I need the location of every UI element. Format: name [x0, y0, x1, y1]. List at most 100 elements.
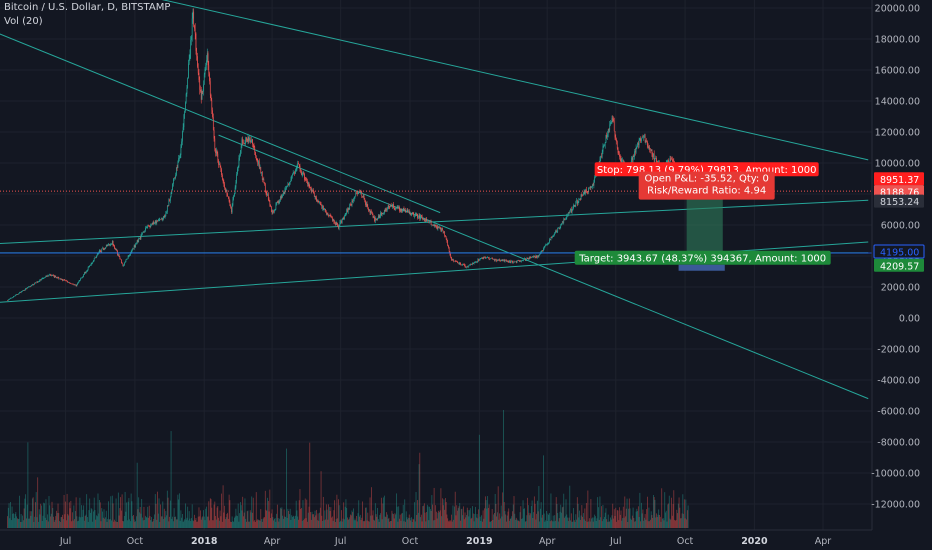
volume-bar: [543, 513, 545, 528]
candle-body: [381, 213, 383, 215]
candle-body: [570, 208, 571, 211]
volume-bar: [25, 494, 27, 528]
volume-bar: [186, 517, 188, 528]
volume-bar: [628, 508, 629, 528]
candle-body: [380, 212, 381, 217]
candle-body: [90, 263, 92, 266]
volume-bar: [405, 511, 407, 528]
volume-bar: [625, 516, 626, 528]
volume-bar: [191, 504, 193, 528]
candle-body: [339, 221, 341, 226]
candle-body: [600, 156, 602, 160]
volume-bar: [537, 511, 539, 528]
candle-body: [512, 261, 514, 263]
candle-body: [173, 177, 175, 180]
price-axis[interactable]: 20000.0018000.0016000.0014000.0012000.00…: [871, 0, 932, 550]
candle-body: [246, 137, 247, 141]
candle-body: [13, 296, 14, 298]
volume-bar: [254, 519, 256, 528]
candle-body: [350, 204, 351, 206]
trendline-4[interactable]: [0, 199, 869, 244]
candle-body: [140, 235, 142, 239]
volume-bar: [493, 514, 495, 528]
volume-bar: [325, 519, 326, 528]
volume-bar: [602, 504, 604, 528]
candle-body: [606, 135, 608, 137]
candle-body: [210, 95, 212, 101]
candle-body: [120, 259, 122, 264]
price-tick-label: 18000.00: [875, 35, 920, 46]
volume-bar: [51, 501, 53, 528]
candle-body: [608, 129, 610, 131]
candle-body: [546, 243, 548, 245]
candle-body: [280, 196, 281, 201]
candle-body: [318, 201, 320, 203]
volume-bar: [281, 507, 283, 528]
volume-bar: [365, 507, 367, 528]
target-zone[interactable]: [686, 191, 723, 253]
candle-body: [57, 277, 59, 278]
volume-bar: [486, 508, 488, 528]
volume-bar: [656, 517, 658, 528]
volume-bar: [257, 519, 259, 528]
candle-body: [573, 204, 575, 206]
volume-bar: [370, 515, 372, 528]
volume-bar: [635, 511, 637, 528]
candle-body: [485, 257, 487, 259]
position-handle[interactable]: [678, 264, 725, 271]
candle-body: [111, 243, 112, 245]
candle-body: [376, 219, 378, 221]
trendline-2[interactable]: [158, 0, 869, 161]
trendline-1[interactable]: [0, 33, 441, 214]
volume-bar: [199, 516, 201, 528]
candle-body: [640, 138, 641, 142]
volume-bar: [438, 510, 440, 528]
candle-body: [62, 279, 63, 281]
candle-body: [444, 231, 446, 236]
volume-bar: [668, 503, 669, 528]
volume-bar: [244, 498, 246, 528]
volume-bar: [600, 517, 602, 528]
volume-bar: [570, 520, 571, 528]
volume-bar: [445, 498, 446, 528]
candle-body: [527, 258, 529, 259]
volume-bar: [390, 521, 391, 528]
volume-bar: [565, 499, 567, 528]
volume-bar: [454, 506, 455, 528]
volume-bar: [225, 517, 227, 528]
time-axis[interactable]: Jul Oct 2018 Apr Jul Oct 2019 Apr Jul Oct 2020 Apr: [0, 529, 872, 547]
volume-bar: [37, 477, 39, 528]
short-position-tool[interactable]: Stop: 798.13 (9.79%) 79813, Amount: 1000…: [0, 162, 872, 271]
candle-body: [203, 84, 204, 92]
candle-body: [68, 282, 70, 283]
volume-bar: [71, 512, 73, 528]
pnl-box: [638, 171, 775, 200]
volume-bar: [100, 521, 102, 528]
candle-body: [472, 262, 474, 264]
volume-bar: [198, 507, 200, 528]
trendline-3[interactable]: [218, 134, 869, 400]
volume-bar: [685, 499, 687, 528]
volume-bar: [449, 521, 451, 528]
candle-body: [338, 225, 340, 229]
volume-bar: [230, 521, 232, 528]
volume-bar: [399, 518, 400, 528]
candle-body: [446, 238, 448, 242]
volume-bar: [353, 520, 355, 528]
volume-bar: [40, 503, 42, 528]
volume-bar: [477, 518, 479, 528]
volume-bar: [138, 497, 140, 528]
volume-bar: [639, 492, 641, 528]
candle-body: [112, 241, 114, 246]
volume-bar: [542, 455, 544, 528]
volume-bar: [380, 497, 382, 528]
candle-body: [570, 208, 572, 213]
candle-body: [63, 279, 65, 281]
volume-bar: [12, 513, 14, 528]
volume-bar: [134, 521, 136, 528]
volume-bar: [20, 514, 22, 528]
volume-bar: [640, 521, 642, 528]
candle-body: [505, 259, 507, 261]
volume-bar: [171, 518, 173, 528]
